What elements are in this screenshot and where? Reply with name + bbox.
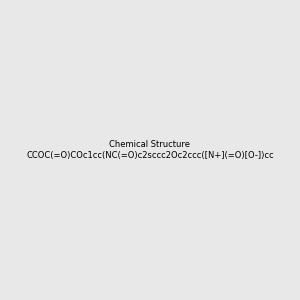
Text: Chemical Structure
CCOC(=O)COc1cc(NC(=O)c2sccc2Oc2ccc([N+](=O)[O-])cc: Chemical Structure CCOC(=O)COc1cc(NC(=O)… bbox=[26, 140, 274, 160]
